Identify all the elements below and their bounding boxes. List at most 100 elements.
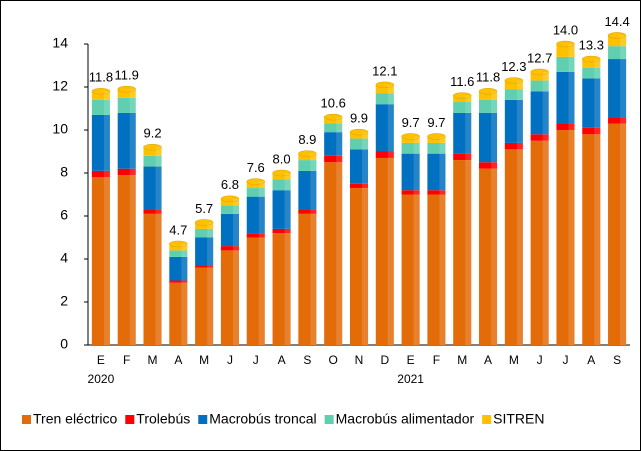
legend-swatch — [324, 415, 334, 424]
bar-shade — [258, 181, 265, 345]
x-tick-label: S — [303, 353, 311, 367]
bar-shade — [129, 89, 136, 346]
bar-cap — [452, 92, 472, 99]
bar-shade — [207, 222, 214, 345]
bar-segment — [453, 112, 472, 154]
x-tick-label: A — [587, 353, 595, 367]
total-label: 11.8 — [476, 70, 500, 85]
x-tick-label: E — [407, 353, 415, 367]
x-tick-label: E — [97, 353, 105, 367]
bar-cap — [91, 88, 111, 95]
bar-shade — [594, 59, 601, 346]
bar-segment — [143, 147, 162, 156]
bar-segment — [479, 168, 498, 345]
y-tick-label: 8 — [60, 164, 68, 180]
legend-label: Macrobús troncal — [209, 411, 316, 427]
bar-segment — [582, 78, 601, 128]
bar-segment — [272, 233, 291, 345]
bar-segment — [117, 89, 136, 98]
x-tick-label: J — [253, 353, 259, 367]
bar-segment — [530, 91, 549, 135]
bar-segment — [504, 99, 523, 143]
bar-segment — [117, 175, 136, 345]
legend-swatch — [198, 415, 208, 424]
bar-segment — [349, 138, 369, 150]
bar-segment — [117, 168, 136, 176]
total-label: 11.9 — [115, 68, 139, 83]
bar-segment — [91, 177, 110, 345]
bar-segment — [375, 93, 394, 105]
bar-segment — [530, 140, 549, 345]
bar-segment — [530, 134, 549, 141]
legend-label: Tren eléctrico — [33, 411, 118, 427]
bar-shade — [181, 243, 188, 345]
bar-segment — [272, 228, 291, 234]
bar-segment — [324, 123, 343, 133]
x-tick-label: M — [148, 353, 158, 367]
bar-shade — [491, 91, 498, 345]
bar-segment — [349, 188, 369, 345]
bar-segment — [453, 160, 472, 345]
bar-segment — [272, 179, 291, 191]
bar-segment — [504, 89, 523, 100]
year-label: 2020 — [88, 372, 115, 386]
bar-cap — [607, 32, 627, 39]
x-tick-label: F — [433, 353, 440, 367]
bar-shade — [362, 132, 369, 345]
bar-segment — [582, 59, 601, 68]
bar-cap — [582, 55, 601, 63]
y-tick-label: 14 — [52, 35, 68, 51]
total-label: 12.3 — [501, 59, 526, 74]
bar-segment — [143, 209, 162, 214]
y-tick-label: 0 — [60, 336, 68, 352]
bar-segment — [117, 112, 136, 169]
bar-segment — [556, 130, 575, 345]
bar-cap — [478, 88, 498, 95]
bar-shade — [568, 44, 575, 345]
x-tick-label: J — [537, 353, 543, 367]
bar-segment — [246, 188, 265, 197]
legend-swatch — [125, 415, 135, 424]
bar-segment — [427, 194, 446, 345]
bar-segment — [401, 190, 420, 195]
bar-segment — [375, 157, 394, 345]
bar-segment — [220, 213, 239, 247]
x-tick-label: M — [199, 353, 209, 367]
total-label: 12.1 — [372, 63, 397, 78]
total-label: 8.9 — [298, 132, 316, 147]
total-label: 5.7 — [195, 201, 213, 216]
year-label: 2021 — [397, 372, 424, 386]
bar-segment — [375, 84, 394, 94]
total-label: 12.7 — [527, 50, 552, 65]
bar-segment — [272, 190, 291, 229]
bar-cap — [427, 133, 446, 140]
y-tick-label: 6 — [60, 207, 68, 223]
bar-cap — [349, 128, 369, 136]
bar-segment — [556, 71, 575, 124]
y-tick-label: 10 — [52, 121, 68, 137]
bar-segment — [479, 91, 498, 100]
legend-label: Macrobús alimentador — [336, 411, 475, 427]
bar-segment — [195, 228, 214, 238]
bar-segment — [556, 44, 575, 57]
bar-segment — [608, 46, 627, 60]
legend-swatch — [22, 415, 31, 424]
total-label: 4.7 — [169, 222, 187, 237]
bar-segment — [349, 149, 369, 184]
bar-shade — [542, 71, 549, 345]
total-label: 14.4 — [604, 14, 629, 29]
bar-segment — [401, 194, 420, 345]
bar-segment — [582, 127, 601, 135]
bar-cap — [504, 77, 524, 84]
bar-segment — [298, 170, 317, 210]
bar-segment — [220, 205, 239, 214]
bar-segment — [324, 155, 343, 163]
total-label: 7.6 — [247, 160, 265, 175]
bar-segment — [195, 265, 214, 268]
y-tick-label: 12 — [52, 78, 68, 94]
bar-segment — [608, 123, 627, 345]
bar-shade — [155, 147, 162, 345]
bar-segment — [246, 233, 265, 238]
bar-segment — [479, 99, 498, 113]
